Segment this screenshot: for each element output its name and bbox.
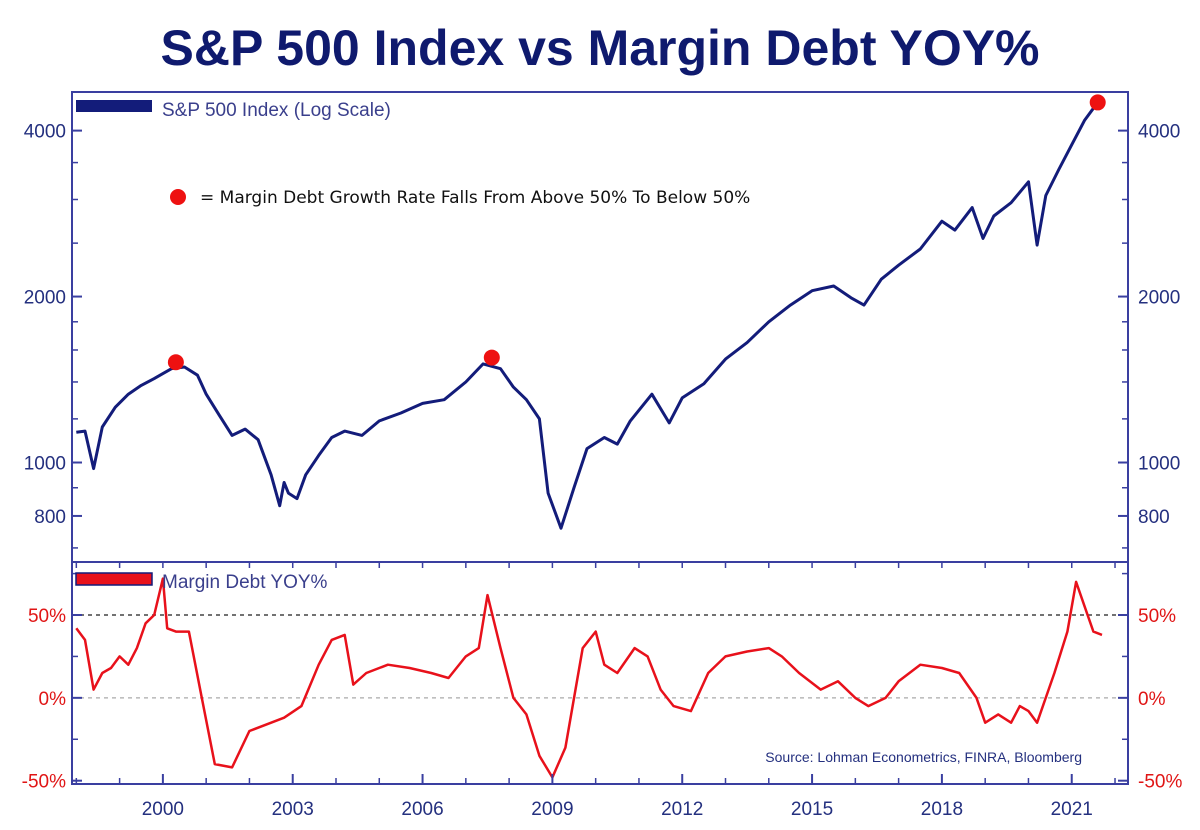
sp500-tick-label-left: 1000 xyxy=(24,454,66,475)
annotation-text: = Margin Debt Growth Rate Falls From Abo… xyxy=(200,188,750,208)
signal-marker-1 xyxy=(483,349,500,366)
red-dot-icon xyxy=(170,189,186,205)
margin-legend-label: Margin Debt YOY% xyxy=(162,572,328,593)
x-tick-label-2003: 2003 xyxy=(272,799,314,820)
sp500-tick-label-left: 2000 xyxy=(24,288,66,309)
signal-marker-2 xyxy=(1089,94,1106,111)
margin-tick-label-right: -50% xyxy=(1138,772,1182,793)
sp500-tick-label-right: 800 xyxy=(1138,507,1170,528)
margin-tick-label-left: -50% xyxy=(22,772,66,793)
sp500-panel: 800 800 1000 1000 2000 2000 4000 4000 S&P 500 I… xyxy=(24,91,1180,563)
margin-panel-frame xyxy=(71,561,1129,785)
source-note: Source: Lohman Econometrics, FINRA, Bloo… xyxy=(765,749,1082,765)
x-tick-label-2009: 2009 xyxy=(531,799,573,820)
chart-title: S&P 500 Index vs Margin Debt YOY% xyxy=(160,20,1039,76)
sp500-legend-label: S&P 500 Index (Log Scale) xyxy=(162,100,391,121)
signal-marker-0 xyxy=(167,354,184,371)
x-axis: 2000 2003 2006 2009 2012 2015 2018 2021 xyxy=(75,562,1116,820)
x-tick-label-2006: 2006 xyxy=(401,799,443,820)
margin-y-ticks: -50% -50% 0% 0% 50% 50% xyxy=(22,572,1182,793)
margin-tick-label-right: 50% xyxy=(1138,606,1176,627)
sp500-tick-label-right: 2000 xyxy=(1138,288,1180,309)
margin-legend-swatch xyxy=(75,572,153,586)
margin-tick-label-right: 0% xyxy=(1138,689,1166,710)
x-tick-label-2000: 2000 xyxy=(142,799,184,820)
sp500-panel-frame xyxy=(71,91,1129,563)
x-tick-label-2015: 2015 xyxy=(791,799,833,820)
sp500-tick-label-left: 800 xyxy=(34,507,66,528)
sp500-series-line xyxy=(76,103,1103,530)
margin-series-line xyxy=(75,577,1103,779)
x-tick-label-2012: 2012 xyxy=(661,799,703,820)
sp500-tick-label-right: 1000 xyxy=(1138,454,1180,475)
margin-tick-label-left: 0% xyxy=(39,689,67,710)
sp500-legend-swatch xyxy=(76,100,152,112)
sp500-y-ticks: 800 800 1000 1000 2000 2000 4000 4000 xyxy=(24,122,1180,549)
sp500-tick-label-right: 4000 xyxy=(1138,122,1180,143)
sp500-markers xyxy=(167,94,1106,371)
sp500-tick-label-left: 4000 xyxy=(24,122,66,143)
margin-tick-label-left: 50% xyxy=(28,606,66,627)
margin-debt-panel: -50% -50% 0% 0% 50% 50% Margin Debt YOY% Sour… xyxy=(22,561,1182,793)
x-tick-label-2018: 2018 xyxy=(921,799,963,820)
x-tick-label-2021: 2021 xyxy=(1051,799,1093,820)
